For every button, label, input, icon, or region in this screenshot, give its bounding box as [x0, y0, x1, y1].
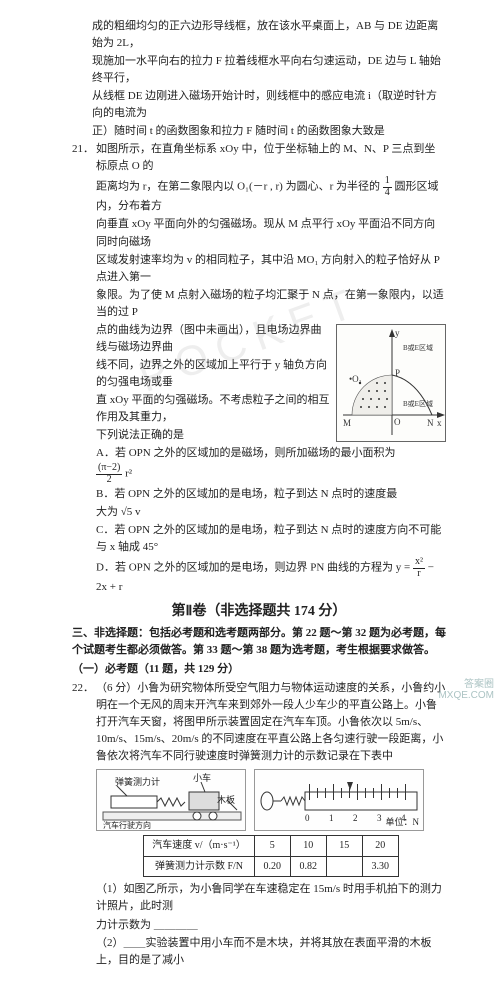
q21-line: 区域发射速率均为 v 的相同粒子，其中沿 MO₁ 方向射入的粒子恰好从 P 点进… [96, 252, 446, 286]
table-cell: 3.30 [362, 856, 398, 877]
origin-label: O [394, 416, 401, 430]
q22-p1: （1）如图乙所示，为小鲁同学在车速稳定在 15m/s 时用手机拍下的测力计照片，… [96, 881, 446, 915]
table-cell: 20 [362, 836, 398, 857]
blank-field[interactable]: ＿＿＿＿ [154, 919, 198, 931]
question-21: 21． 如图所示，在直角坐标系 xOy 中，位于坐标轴上的 M、N、P 三点到坐… [72, 141, 446, 597]
q22-p2: （2）＿＿实验装置中用小车而不是木块，并将其放在表面平滑的木板上，目的是了减小 [96, 935, 446, 969]
table-cell: 0.82 [290, 856, 326, 877]
table-cell: 5 [254, 836, 290, 857]
pre21-line: 成的粗细均匀的正六边形导线框，放在该水平桌面上，AB 与 DE 边距离始为 2L… [72, 18, 446, 52]
pt-M: M [343, 417, 351, 431]
pre21-line: 正）随时间 t 的函数图象和拉力 F 随时间 t 的函数图象大致是 [72, 123, 446, 140]
table-cell: 10 [290, 836, 326, 857]
optA-tail: r² [122, 468, 132, 480]
q22-data-table: 汽车速度 v/（m·s⁻¹） 5 10 15 20 弹簧测力计示数 F/N 0.… [143, 835, 399, 877]
q21-optB-cont: 大为 √5 v [96, 504, 446, 521]
q21-line: 距离均为 r，在第二象限内以 O₁(－r , r) 为圆心、r 为半径的 1 4… [96, 176, 446, 215]
question-22: 22． （6 分）小鲁为研究物体所受空气阻力与物体运动速度的关系，小鲁约小明在一… [72, 680, 446, 969]
label-gauge: 弹簧测力计 [115, 776, 160, 790]
q21-line: 象限。为了使 M 点射入磁场的粒子均汇聚于 N 点，在第一象限内，以适当的过 P [96, 287, 446, 321]
exam-page: 成的粗细均匀的正六边形导线框，放在该水平桌面上，AB 与 DE 边距离始为 2L… [0, 0, 500, 982]
table-header: 汽车速度 v/（m·s⁻¹） [144, 836, 255, 857]
axis-x: x [437, 417, 442, 431]
table-header: 弹簧测力计示数 F/N [144, 856, 255, 877]
frac-den: 2 [96, 475, 122, 486]
q22-body: （6 分）小鲁为研究物体所受空气阻力与物体运动速度的关系，小鲁约小明在一个无风的… [96, 680, 446, 969]
required-heading: （一）必考题（11 题，共 129 分） [72, 661, 446, 678]
q22-p1b-text: 力计示数为 [96, 919, 151, 931]
table-row: 汽车速度 v/（m·s⁻¹） 5 10 15 20 [144, 836, 399, 857]
q21-optB: B．若 OPN 之外的区域加的是电场，粒子到达 N 点时的速度最 [96, 486, 446, 503]
q21-text: 距离均为 r，在第二象限内以 O₁(－r , r) 为圆心、r 为半径的 [96, 181, 380, 193]
table-cell [326, 856, 362, 877]
pre21-line: 现施加一水平向右的拉力 F 拉着线框水平向右匀速运动，DE 边与 L 轴始终平行… [72, 53, 446, 87]
table-cell: 0.20 [254, 856, 290, 877]
fig-ruler: 0 1 2 3 4 单位：N [254, 769, 424, 831]
label-board: 木板 [217, 794, 235, 808]
q21-line: 如图所示，在直角坐标系 xOy 中，位于坐标轴上的 M、N、P 三点到坐标原点 … [96, 141, 446, 175]
region-note: B或E区域 [403, 343, 433, 354]
logo-line1: 答案圈 [438, 679, 494, 690]
optA-text: A．若 OPN 之外的区域加的是磁场，则所加磁场的最小面积为 [96, 447, 395, 459]
q21-optA: A．若 OPN 之外的区域加的是磁场，则所加磁场的最小面积为 [96, 445, 446, 462]
label-car: 小车 [193, 772, 211, 786]
fig-unit: 单位：N [386, 816, 420, 830]
q22-p1a: （1）如图乙所示，为小鲁同学在车速稳定在 15m/s 时用手机拍下的测力计照片，… [96, 883, 442, 912]
pt-P: P [395, 367, 400, 381]
q22-number: 22． [72, 680, 96, 969]
pre21-line: 从线框 DE 边刚进入磁场开始计时，则线框中的感应电流 i（取逆时针方向的电流为 [72, 88, 446, 122]
frac-den: r [413, 569, 425, 580]
q22-p1b: 力计示数为 ＿＿＿＿ [96, 917, 446, 934]
table-cell: 15 [326, 836, 362, 857]
fig-spring-gauge: 弹簧测力计 小车 木板 汽车行驶方向 [96, 769, 246, 831]
q22-lead: （6 分）小鲁为研究物体所受空气阻力与物体运动速度的关系，小鲁约小明在一个无风的… [96, 680, 446, 765]
axis-y: y [395, 327, 400, 341]
fraction: x² r [413, 557, 425, 579]
q21-optA-cont: (π−2) 2 r² [96, 463, 446, 485]
q21-optC: C．若 OPN 之外的区域加的是电场，粒子到达 N 点时的速度方向不可能与 x … [96, 522, 446, 556]
site-logo: 答案圈 MXQE.COM [438, 679, 494, 701]
fraction: 1 4 [383, 176, 392, 198]
q22-figures: 弹簧测力计 小车 木板 汽车行驶方向 [96, 769, 446, 831]
fig-caption-left: 汽车行驶方向 [103, 820, 151, 832]
frac-den: 4 [383, 188, 392, 199]
q21-number: 21． [72, 141, 96, 597]
nonchoice-heading: 三、非选择题：包括必考题和选考题两部分。第 22 题～第 32 题为必考题，每个… [72, 625, 446, 659]
pt-N: N [427, 417, 434, 431]
optD-text: D．若 OPN 之外的区域加的是电场，则边界 PN 曲线的方程为 y = [96, 562, 413, 574]
table-row: 弹簧测力计示数 F/N 0.20 0.82 3.30 [144, 856, 399, 877]
frac-num: (π−2) [96, 463, 122, 475]
section-2-title: 第Ⅱ卷（非选择题共 174 分） [72, 601, 446, 623]
q21-line: 向垂直 xOy 平面向外的匀强磁场。现从 M 点平行 xOy 平面沿不同方向同时… [96, 216, 446, 250]
pt-O1: •O₁ [349, 373, 362, 387]
region-note: B或E区域 [403, 399, 433, 410]
q21-body: 如图所示，在直角坐标系 xOy 中，位于坐标轴上的 M、N、P 三点到坐标原点 … [96, 141, 446, 597]
q21-optD: D．若 OPN 之外的区域加的是电场，则边界 PN 曲线的方程为 y = x² … [96, 557, 446, 596]
fraction: (π−2) 2 [96, 463, 122, 485]
q21-diagram: y x O M N P •O₁ B或E区域 B或E区域 [336, 324, 446, 442]
logo-line2: MXQE.COM [438, 690, 494, 701]
